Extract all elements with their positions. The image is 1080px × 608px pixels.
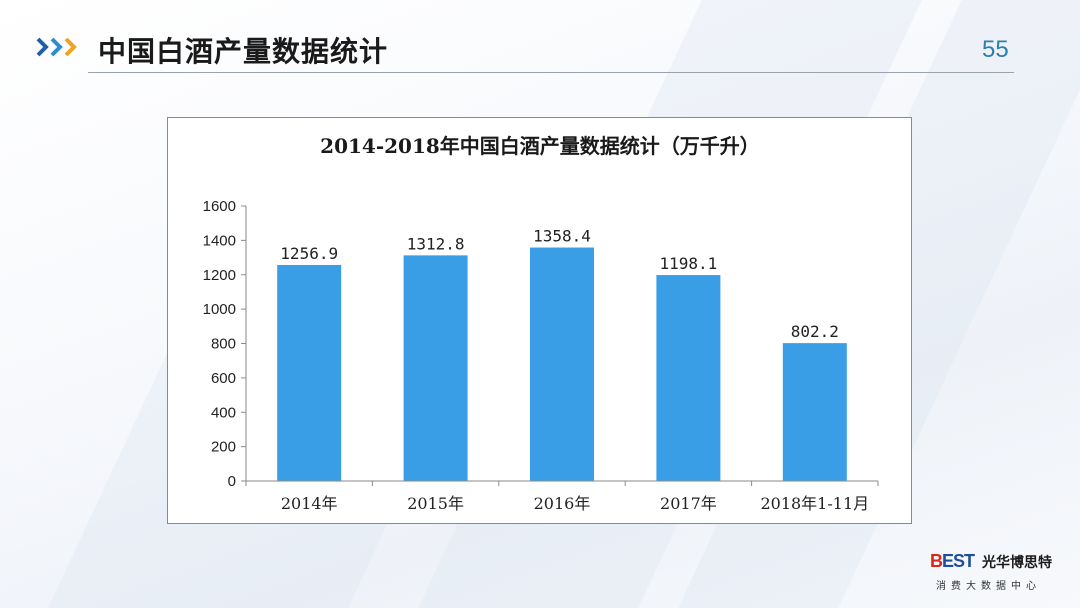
- x-axis: 2014年 2015年 2016年 2017年 2018年1-11月: [245, 480, 879, 513]
- data-label: 1358.4: [533, 227, 591, 246]
- x-tick-label: 2017年: [660, 494, 717, 513]
- brand-logo: BEST 光华博思特 消费大数据中心: [930, 551, 1052, 595]
- page-number: 55: [982, 36, 1009, 63]
- chevron-2: [50, 37, 63, 57]
- x-tick-label: 2015年: [407, 494, 464, 513]
- chevrons-icon: [36, 37, 77, 57]
- y-tick-label: 1600: [203, 198, 236, 215]
- header-divider: [88, 72, 1014, 73]
- chart-title: 2014-2018年中国白酒产量数据统计（万千升）: [320, 134, 760, 158]
- logo-name: 光华博思特: [982, 555, 1052, 571]
- chart-frame: 2014-2018年中国白酒产量数据统计（万千升） 0 200 400 600 800 1…: [167, 117, 912, 524]
- y-axis: 0 200 400 600 800 1000 1200 1400 1600: [203, 198, 247, 490]
- bar: [530, 247, 594, 481]
- y-tick-label: 1400: [203, 232, 236, 249]
- data-label: 802.2: [791, 322, 839, 341]
- bar: [403, 255, 468, 481]
- bar-chart: 2014-2018年中国白酒产量数据统计（万千升） 0 200 400 600 800 1…: [203, 134, 879, 513]
- x-tick-label: 2016年: [534, 494, 591, 513]
- page-title: 中国白酒产量数据统计: [98, 35, 389, 68]
- logo-mark: BEST: [930, 551, 975, 571]
- y-tick-label: 1000: [203, 301, 236, 318]
- bars: 1256.9 1312.8 1358.4 1198.1 802.2: [277, 227, 847, 481]
- y-tick-label: 0: [228, 473, 236, 490]
- x-tick-label: 2014年: [281, 494, 338, 513]
- y-tick-label: 600: [211, 370, 236, 387]
- data-label: 1256.9: [280, 244, 338, 263]
- bar: [782, 343, 847, 481]
- y-tick-label: 200: [211, 439, 236, 456]
- chevron-1: [36, 37, 49, 57]
- y-tick-label: 400: [211, 404, 236, 421]
- y-tick-label: 800: [211, 336, 236, 353]
- y-tick-label: 1200: [203, 267, 236, 284]
- chevron-3: [64, 37, 77, 57]
- data-label: 1312.8: [407, 234, 465, 253]
- bar: [277, 264, 342, 481]
- data-label: 1198.1: [660, 254, 718, 273]
- logo-subtitle: 消费大数据中心: [936, 581, 1041, 592]
- x-tick-label: 2018年1-11月: [760, 494, 869, 513]
- bar: [656, 275, 721, 481]
